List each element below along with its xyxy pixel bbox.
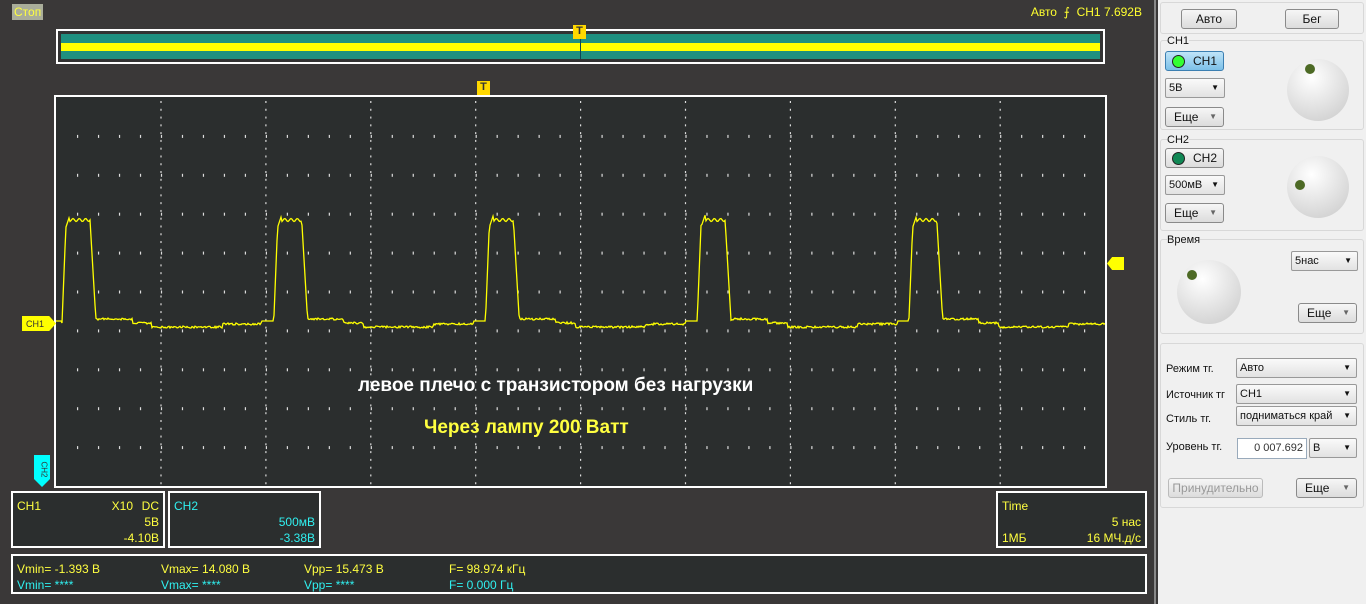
sample-rate: 16 МЧ.д/с [1087, 531, 1141, 545]
ch1-toggle-button[interactable]: CH1 [1165, 51, 1224, 71]
trigger-more-button[interactable]: Еще ▼ [1296, 478, 1357, 498]
trigger-mode-select[interactable]: Авто [1236, 358, 1357, 378]
overview-trigger-marker[interactable]: T [573, 25, 586, 39]
ch2-scale-select[interactable]: 500мВ [1165, 175, 1225, 195]
ch1-vmin: Vmin= -1.393 В [17, 562, 100, 576]
ch1-info-box: CH1 X10 DC 5В -4.10В [11, 491, 165, 548]
ch2-vpp: Vpp= **** [304, 578, 354, 592]
trigger-style-label: Стиль тг. [1166, 413, 1211, 425]
ch1-vmax: Vmax= 14.080 В [161, 562, 250, 576]
ch2-toggle-button[interactable]: CH2 [1165, 148, 1224, 168]
ch1-offset: -4.10В [124, 531, 159, 545]
trigger-level-unit-select[interactable]: В [1309, 438, 1357, 458]
trigger-source-select[interactable]: CH1 [1236, 384, 1357, 404]
ch2-offset-marker[interactable]: CH2 [34, 455, 50, 487]
annotation-text: левое плечо с транзистором без нагрузки [358, 375, 753, 397]
knob-indicator [1305, 64, 1315, 74]
trigger-level-input[interactable]: 0 007.692 [1237, 438, 1307, 459]
ch2-marker-label: CH2 [40, 461, 49, 477]
trigger-more-label: Еще [1305, 481, 1329, 495]
ch2-info-box: CH2 500мВ -3.38В [168, 491, 321, 548]
time-info-box: Time 5 нас 1МБ 16 МЧ.д/с [996, 491, 1147, 548]
trigger-source-label: Источник тг [1166, 389, 1226, 403]
ch2-name: CH2 [174, 499, 198, 513]
time-scale: 5 нас [1112, 515, 1141, 529]
ch1-vpp: Vpp= 15.473 В [304, 562, 384, 576]
run-button[interactable]: Бег [1285, 9, 1339, 29]
timebase-select[interactable]: 5нас [1291, 251, 1358, 271]
ch2-more-label: Еще [1174, 206, 1198, 220]
knob-indicator [1295, 180, 1305, 190]
trigger-level-text: 7.692В [1104, 5, 1142, 19]
annotation-text: Через лампу 200 Ватт [424, 417, 629, 439]
trigger-status: Авто ⨍ CH1 7.692В [1031, 5, 1142, 19]
status-badge: Стоп [12, 4, 43, 20]
ch1-more-label: Еще [1174, 110, 1198, 124]
time-more-button[interactable]: Еще ▼ [1298, 303, 1357, 323]
ch2-position-knob[interactable] [1287, 156, 1349, 218]
ch2-more-button[interactable]: Еще ▼ [1165, 203, 1224, 223]
chevron-down-icon: ▼ [1209, 108, 1217, 126]
time-more-label: Еще [1307, 306, 1331, 320]
time-group-title: Время [1167, 234, 1200, 246]
force-trigger-button[interactable]: Принудительно [1168, 478, 1263, 498]
rising-edge-icon: ⨍ [1060, 5, 1073, 19]
ch1-group-title: CH1 [1167, 35, 1189, 47]
knob-indicator [1187, 270, 1197, 280]
trigger-level-label: Уровень тг. [1166, 441, 1222, 453]
chevron-down-icon: ▼ [1209, 204, 1217, 222]
trigger-group: Режим тг. Авто Источник тг CH1 Стиль тг.… [1160, 343, 1364, 508]
ch1-scale-select[interactable]: 5В [1165, 78, 1225, 98]
ch2-toggle-label: CH2 [1193, 151, 1217, 165]
trigger-style-select[interactable]: подниматься край [1236, 406, 1357, 426]
memory-depth: 1МБ [1002, 531, 1027, 545]
chevron-down-icon: ▼ [1342, 479, 1350, 497]
trigger-source-text: CH1 [1077, 5, 1101, 19]
trigger-level-marker[interactable] [1107, 257, 1124, 270]
trigger-mode-text: Авто [1031, 5, 1057, 19]
ch1-group: CH1 CH1 5В Еще▼ [1160, 40, 1364, 130]
timebase-knob[interactable] [1177, 260, 1241, 324]
trigger-position-marker[interactable]: T [477, 81, 490, 95]
ch2-frequency: F= 0.000 Гц [449, 578, 513, 592]
ch1-probe: X10 [112, 499, 133, 513]
ch1-more-button[interactable]: Еще ▼ [1165, 107, 1224, 127]
measurements-box: Vmin= -1.393 В Vmax= 14.080 В Vpp= 15.47… [11, 554, 1147, 594]
ch1-scale: 5В [144, 515, 159, 529]
time-label: Time [1002, 499, 1028, 513]
ch2-vmin: Vmin= **** [17, 578, 73, 592]
ch2-offset: -3.38В [280, 531, 315, 545]
ch1-position-knob[interactable] [1287, 59, 1349, 121]
ch1-offset-marker[interactable]: CH1 [22, 316, 56, 331]
ch2-vmax: Vmax= **** [161, 578, 221, 592]
ch2-led-icon [1172, 152, 1185, 165]
ch1-name: CH1 [17, 499, 41, 513]
ch2-scale: 500мВ [279, 515, 315, 529]
time-group: Время 5нас Еще▼ [1160, 239, 1364, 334]
ch1-frequency: F= 98.974 кГц [449, 562, 525, 576]
control-panel: Авто Бег CH1 CH1 5В Еще ▼ CH2 CH2 500мВ Е… [1158, 0, 1366, 604]
ch2-group: CH2 CH2 500мВ Еще▼ [1160, 139, 1364, 231]
ch1-toggle-label: CH1 [1193, 54, 1217, 68]
ch2-group-title: CH2 [1167, 134, 1189, 146]
ch1-led-icon [1172, 55, 1185, 68]
trigger-mode-label: Режим тг. [1166, 363, 1214, 375]
run-group: Авто Бег [1160, 2, 1364, 34]
chevron-down-icon: ▼ [1342, 304, 1350, 322]
auto-button[interactable]: Авто [1181, 9, 1237, 29]
scope-display: Стоп Авто ⨍ CH1 7.692В T T левое плечо с… [0, 0, 1156, 604]
ch1-coupling: DC [142, 499, 159, 513]
